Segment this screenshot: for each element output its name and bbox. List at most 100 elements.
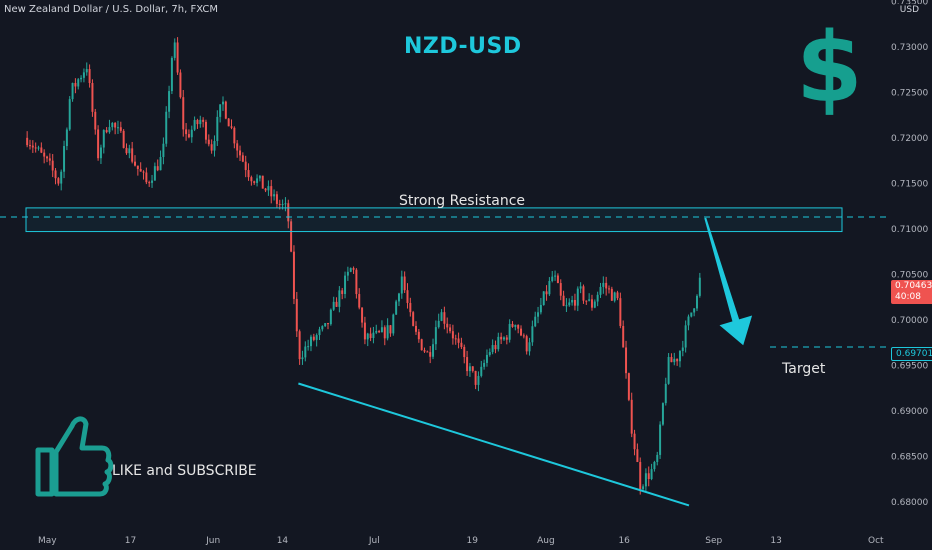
candle-body — [468, 366, 471, 372]
candle-body — [341, 290, 344, 294]
candle-body — [556, 275, 559, 284]
candle-body — [429, 352, 432, 357]
candle-body — [397, 293, 400, 302]
candle-body — [199, 119, 202, 125]
candle-body — [559, 283, 562, 296]
candle-body — [349, 268, 352, 272]
candle-body — [622, 325, 625, 348]
candle-body — [417, 331, 420, 340]
candle-body — [105, 130, 108, 133]
candle-body — [210, 144, 213, 151]
candle-body — [695, 295, 698, 309]
candle-body — [60, 171, 63, 184]
candle-body — [97, 129, 100, 159]
candle-body — [91, 82, 94, 112]
candle-body — [537, 312, 540, 317]
candle-body — [295, 298, 298, 332]
candle-body — [179, 72, 182, 98]
candle-body — [656, 454, 659, 462]
thumbs-up-icon — [35, 416, 114, 497]
candle-body — [412, 312, 415, 326]
candle-body — [48, 158, 51, 161]
candle-body — [77, 79, 80, 87]
candle-body — [375, 331, 378, 333]
candle-body — [309, 336, 312, 347]
candle-body — [383, 327, 386, 339]
candle-body — [466, 357, 469, 372]
candle-body — [270, 186, 273, 197]
candle-body — [358, 294, 361, 308]
candle-body — [525, 336, 528, 352]
candle-body — [670, 356, 673, 363]
candle-body — [576, 288, 579, 306]
candle-body — [378, 331, 381, 333]
candle-body — [698, 277, 701, 296]
candle-body — [389, 325, 392, 334]
candle-body — [307, 346, 310, 348]
candle-body — [278, 203, 281, 205]
candle-body — [446, 323, 449, 328]
candle-body — [573, 299, 576, 306]
candle-body — [261, 175, 264, 189]
x-tick-label: 16 — [618, 536, 630, 546]
candle-body — [37, 147, 40, 149]
candle-body — [65, 129, 68, 147]
candle-body — [290, 221, 293, 252]
candle-body — [432, 344, 435, 357]
candle-body — [644, 473, 647, 487]
candle-body — [312, 336, 315, 340]
candle-body — [568, 302, 571, 306]
y-tick-label: 0.72000 — [891, 134, 928, 144]
candle-body — [494, 345, 497, 350]
resistance-label: Strong Resistance — [399, 193, 526, 209]
candle-body — [329, 309, 332, 325]
target-label: Target — [782, 361, 826, 377]
candle-body — [165, 111, 168, 144]
candle-body — [471, 366, 474, 371]
candle-body — [474, 370, 477, 385]
candle-body — [298, 331, 301, 360]
candle-body — [139, 168, 142, 172]
candle-body — [687, 316, 690, 326]
candle-body — [301, 357, 304, 360]
candle-body — [400, 276, 403, 294]
candle-body — [366, 333, 369, 340]
candle-body — [676, 358, 679, 362]
candle-body — [159, 157, 162, 171]
candle-body — [522, 335, 525, 337]
candle-body — [68, 99, 71, 130]
candle-body — [363, 322, 366, 340]
candle-body — [352, 268, 355, 270]
candle-body — [102, 130, 105, 148]
candle-body — [514, 324, 517, 327]
candle-body — [545, 291, 548, 295]
candle-body — [85, 69, 88, 73]
candle-body — [185, 129, 188, 135]
y-tick-label: 0.72500 — [891, 88, 928, 98]
candle-body — [613, 292, 616, 301]
candle-body — [34, 147, 37, 149]
candle-body — [321, 326, 324, 330]
candle-body — [491, 345, 494, 353]
candle-body — [517, 324, 520, 329]
candle-body — [233, 127, 236, 144]
candle-body — [247, 170, 250, 178]
candle-body — [590, 299, 593, 308]
candle-body — [63, 146, 66, 172]
candle-body — [508, 323, 511, 340]
candle-body — [488, 352, 491, 355]
candle-body — [128, 148, 131, 154]
y-tick-label: 0.70500 — [891, 270, 928, 280]
candle-body — [625, 347, 628, 374]
candle-body — [31, 145, 34, 148]
candle-body — [528, 342, 531, 352]
candle-body — [579, 286, 582, 289]
candle-body — [250, 177, 253, 182]
candle-body — [619, 298, 622, 326]
candle-body — [338, 290, 341, 307]
candle-body — [136, 165, 139, 169]
candle-body — [565, 305, 568, 307]
candle-body — [554, 275, 557, 277]
y-tick-label: 0.73500 — [891, 0, 928, 7]
